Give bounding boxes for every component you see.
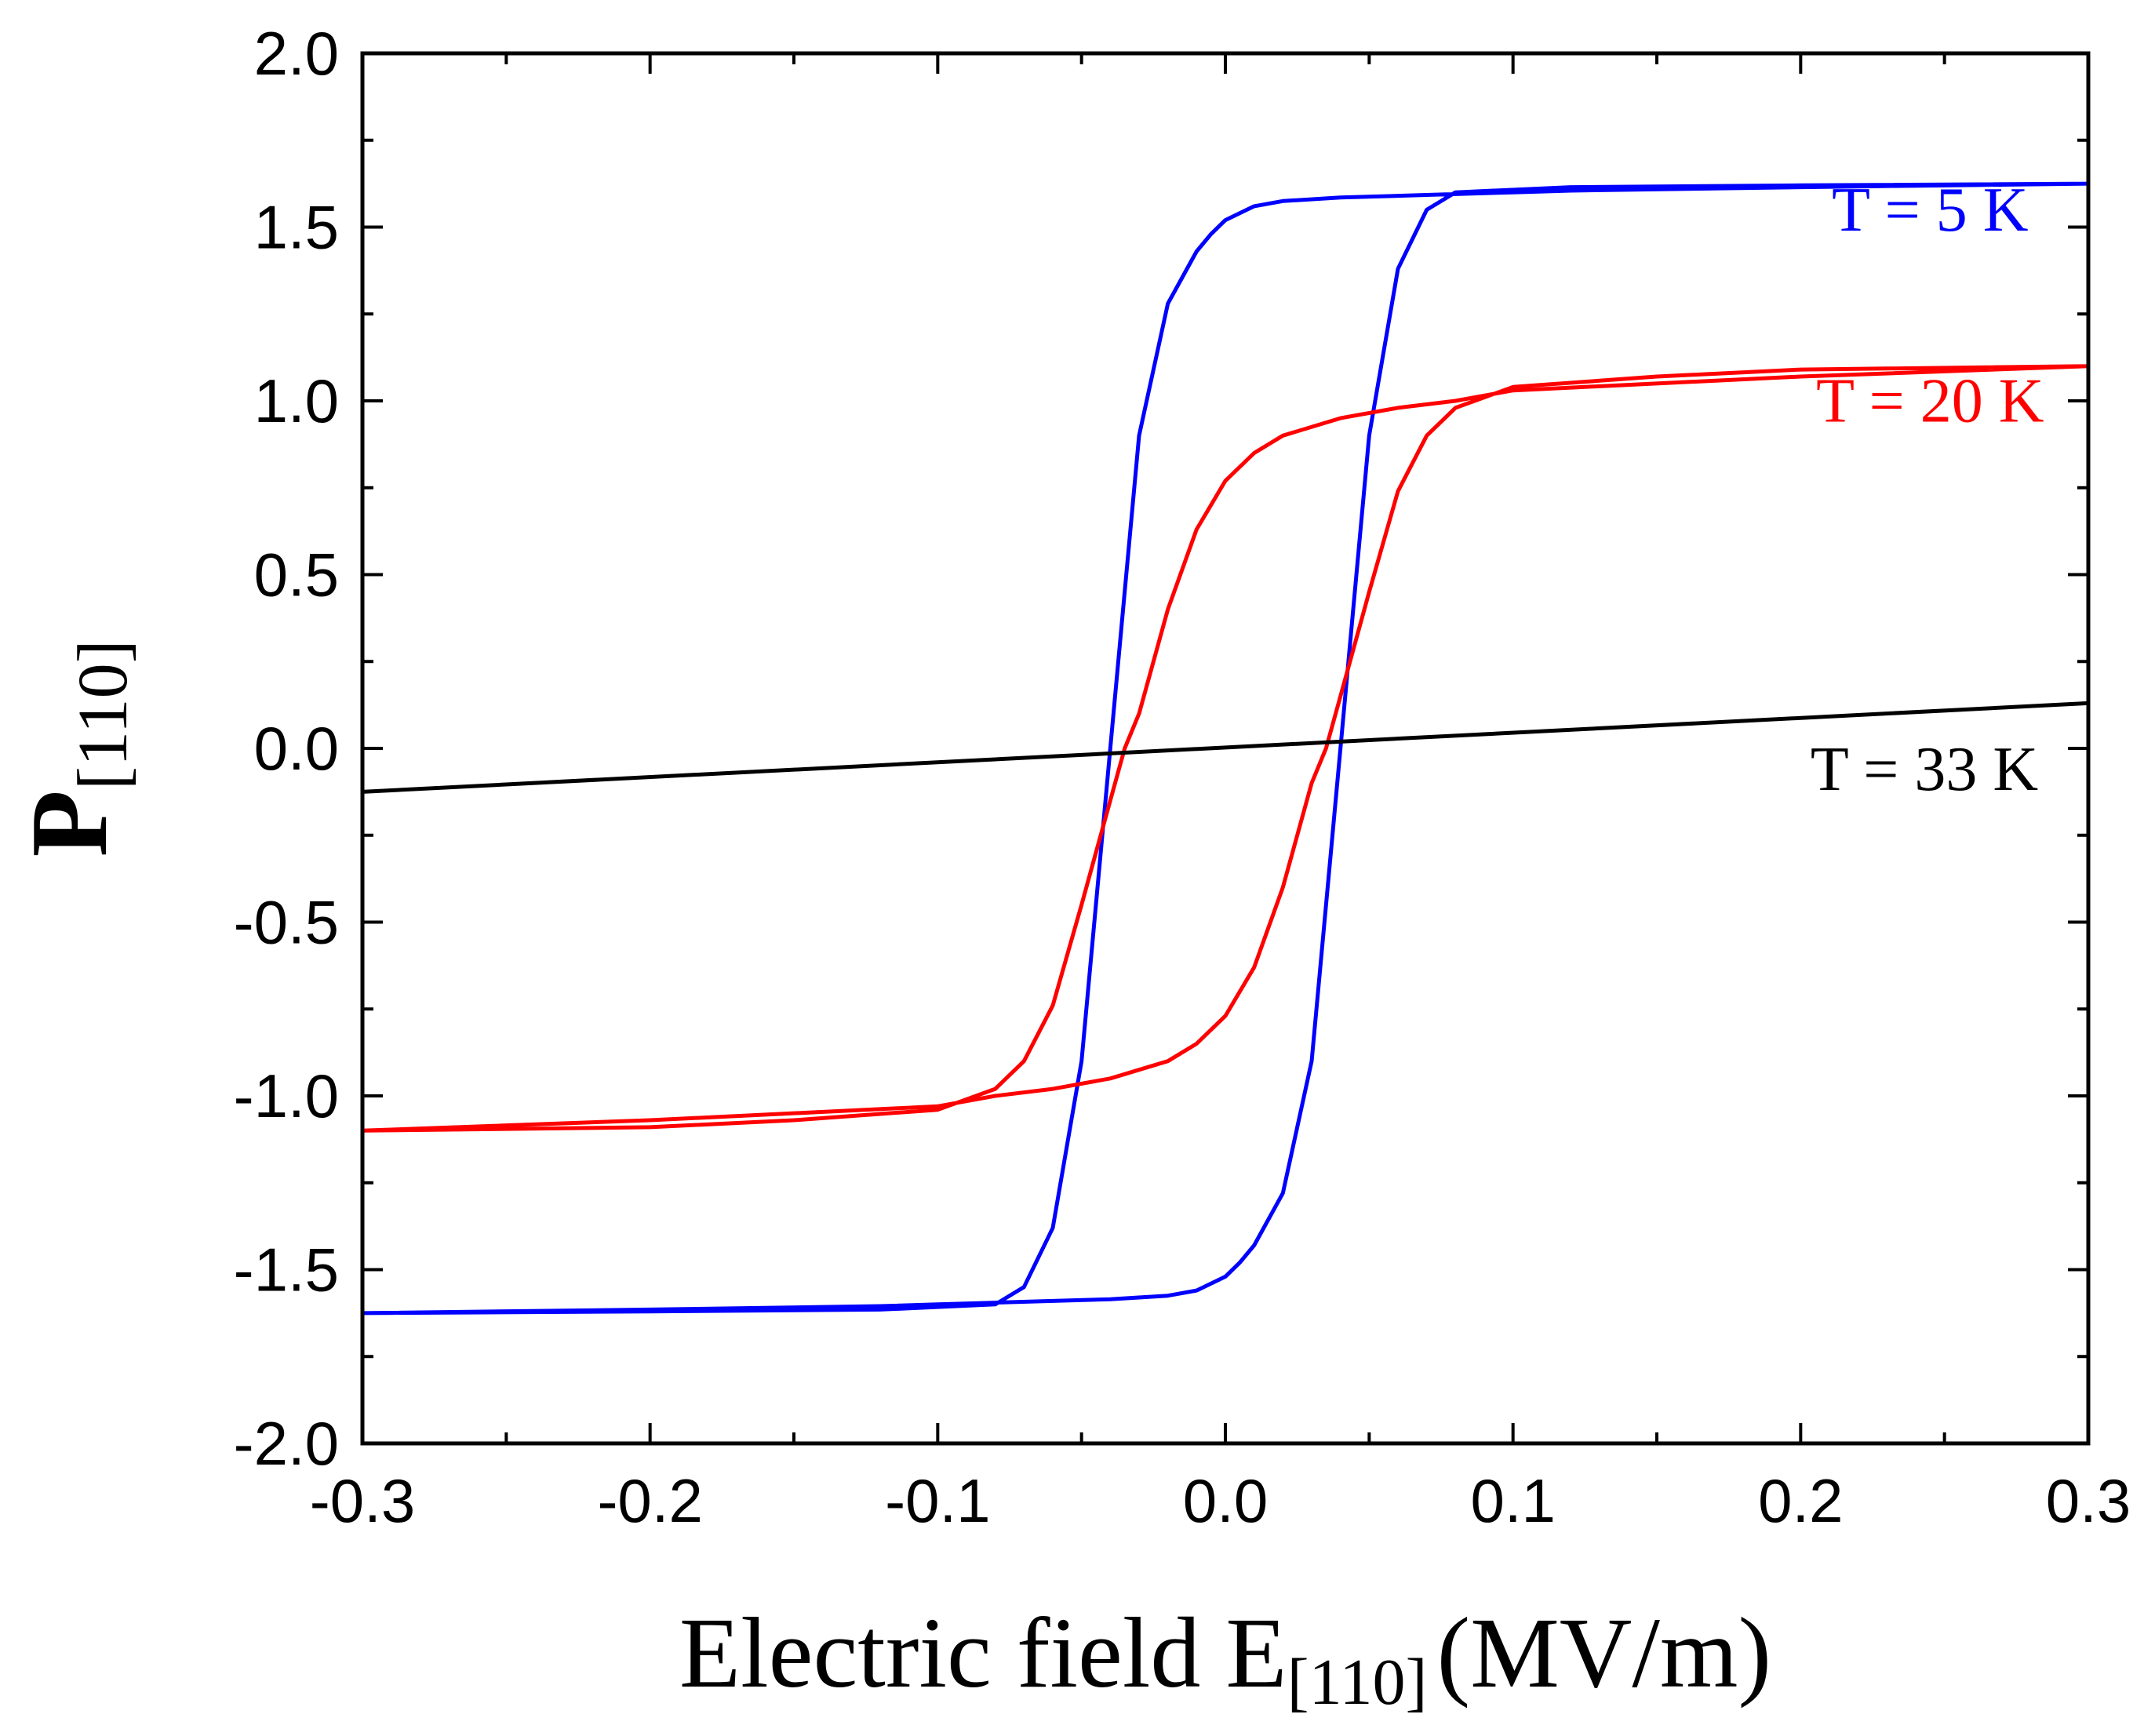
x-axis-title-main: Electric field E [679, 1597, 1287, 1709]
y-tick-label: 1.0 [254, 366, 339, 435]
x-tick-label: -0.2 [597, 1466, 702, 1535]
series-label-t-33-k: T = 33 K [1811, 735, 2038, 804]
series-line-t-20-k [360, 364, 2091, 1133]
y-tick-label: -1.0 [234, 1061, 339, 1130]
x-tick-label: 0.0 [1183, 1466, 1268, 1535]
series-label-t-5-k: T = 5 K [1832, 176, 2028, 245]
x-tick-label: 0.2 [1758, 1466, 1843, 1535]
ticks-layer [361, 52, 2090, 1445]
series-line-t-33-k [360, 701, 2091, 794]
x-tick-label: -0.3 [310, 1466, 415, 1535]
y-tick-label: 0.5 [254, 540, 339, 610]
curves-layer [360, 181, 2091, 1316]
y-tick-label: -0.5 [234, 888, 339, 957]
y-tick-label: 2.0 [254, 19, 339, 88]
x-axis-title-subscript: [110] [1287, 1646, 1428, 1719]
x-axis-title: Electric field E[110](MV/m) [679, 1597, 1771, 1719]
y-axis-title: P[110] [9, 639, 142, 857]
y-tick-label: 0.0 [254, 714, 339, 783]
y-tick-label: 1.5 [254, 193, 339, 262]
x-tick-label: 0.3 [2046, 1466, 2131, 1535]
series-labels-layer: T = 5 K T = 20 K T = 33 K [1811, 176, 2044, 804]
x-tick-label: -0.1 [885, 1466, 990, 1535]
x-tick-label: 0.1 [1470, 1466, 1555, 1535]
y-tick-label: -2.0 [234, 1409, 339, 1478]
y-tick-label: -1.5 [234, 1236, 339, 1305]
series-label-t-20-k: T = 20 K [1816, 367, 2044, 436]
y-axis-title-subscript: [110] [64, 639, 142, 790]
x-axis-title-unit: (MV/m) [1436, 1597, 1771, 1709]
tick-labels-layer: -0.3 -0.2 -0.1 0.0 0.1 0.2 0.3 -2.0 -1.5 -1.0 -0.5… [234, 19, 2131, 1535]
series-line-t-5-k [360, 181, 2091, 1316]
y-axis-title-main: P [9, 790, 130, 857]
